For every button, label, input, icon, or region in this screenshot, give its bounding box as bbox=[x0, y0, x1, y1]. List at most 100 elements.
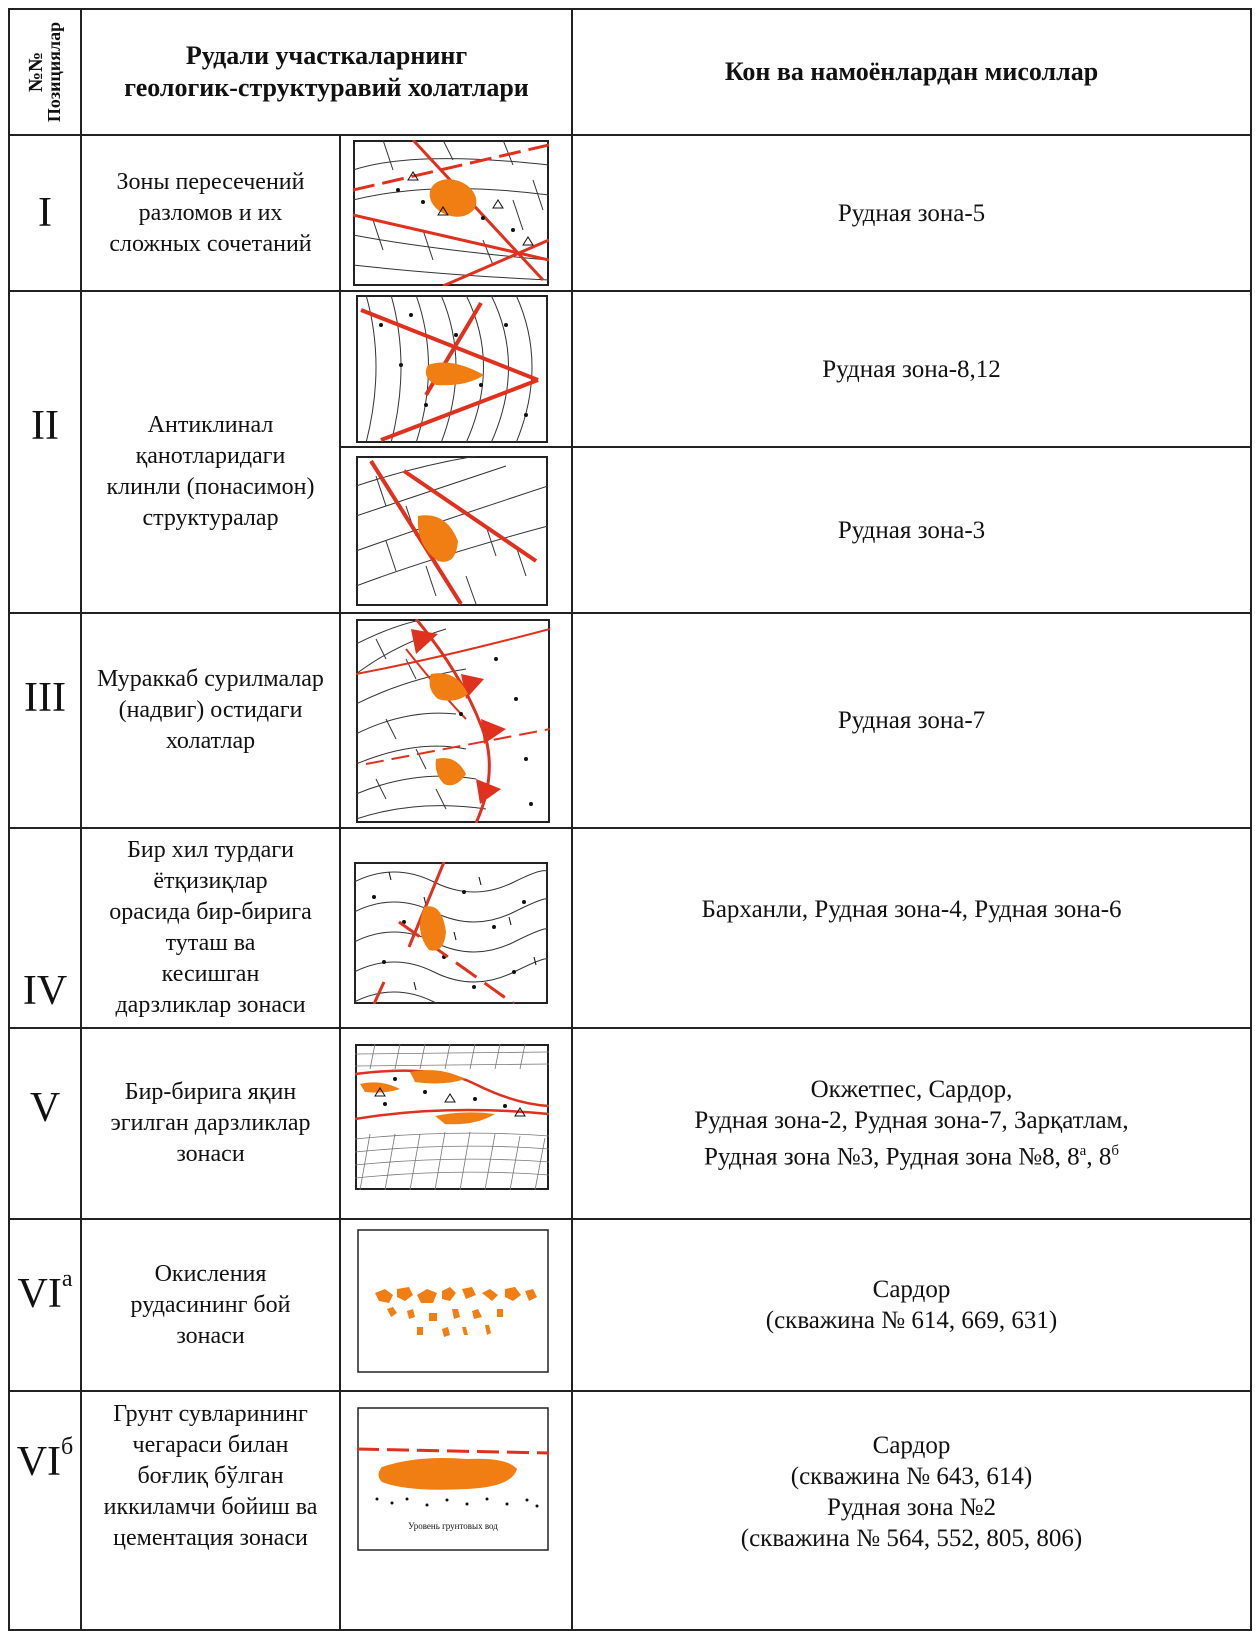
desc-line: (надвиг) остидаги bbox=[118, 697, 303, 723]
diagram-fault-intersection bbox=[353, 140, 549, 286]
header-desc-line1: Рудали участкаларнинг bbox=[185, 41, 468, 70]
description-cell: Мураккаб сурилмалар (надвиг) остидаги хо… bbox=[82, 614, 339, 827]
example-cell: Сардор (скважина № 643, 614) Рудная зона… bbox=[573, 1392, 1250, 1592]
example-line: (скважина № 614, 669, 631) bbox=[765, 1307, 1058, 1334]
example-line: Сардор bbox=[872, 1432, 951, 1459]
desc-line: клинли (понасимон) bbox=[106, 474, 315, 500]
description-cell: Грунт сувларининг чегараси билан боғлиқ … bbox=[82, 1392, 339, 1560]
row-divider bbox=[10, 1218, 1250, 1220]
position-label: II bbox=[31, 403, 59, 449]
example-text: Рудная зона-7 bbox=[837, 707, 986, 734]
header-desc-line2: геологик-структуравий холатлари bbox=[124, 73, 529, 102]
position-cell: IV bbox=[10, 829, 80, 1027]
example-cell: Рудная зона-7 bbox=[573, 614, 1250, 827]
row-divider bbox=[339, 446, 1250, 448]
example-line: Сардор bbox=[872, 1276, 951, 1303]
groundwater-label: Уровень грунтовых вод bbox=[408, 1521, 498, 1531]
desc-line: Бир-бирига яқин bbox=[124, 1079, 297, 1105]
example-line-text: Рудная зона №3, Рудная зона №8, 8 bbox=[704, 1143, 1080, 1171]
desc-line: Грунт сувларининг bbox=[113, 1400, 308, 1427]
example-cell: Окжетпес, Сардор, Рудная зона-2, Рудная … bbox=[573, 1029, 1250, 1218]
position-cell: III bbox=[10, 614, 80, 827]
diagram-intersecting-fractures bbox=[354, 862, 548, 1004]
position-cell: VI б bbox=[10, 1392, 80, 1629]
example-cell: Сардор (скважина № 614, 669, 631) bbox=[573, 1220, 1250, 1390]
desc-line: цементация зонаси bbox=[113, 1524, 308, 1551]
desc-line: орасида бир-бирига bbox=[109, 899, 312, 925]
desc-line: эгилган дарзликлар bbox=[110, 1110, 311, 1136]
desc-line: чегараси билан bbox=[132, 1431, 289, 1458]
desc-line: Бир хил турдаги bbox=[127, 837, 294, 863]
row-divider bbox=[10, 827, 1250, 829]
desc-line: зонаси bbox=[176, 1141, 245, 1167]
example-line: Окжетпес, Сардор, bbox=[810, 1076, 1013, 1104]
description-cell: Антиклинал қанотларидаги клинли (понасим… bbox=[82, 292, 339, 612]
superscript-b: б bbox=[1111, 1143, 1119, 1160]
row-divider bbox=[10, 1390, 1250, 1392]
row-divider bbox=[10, 290, 1250, 292]
desc-line: холатлар bbox=[165, 728, 256, 754]
desc-line: Мураккаб сурилмалар bbox=[97, 666, 324, 692]
example-line: (скважина № 643, 614) bbox=[790, 1463, 1033, 1490]
position-cell: VI а bbox=[10, 1220, 80, 1390]
diagram-anticline-wedge-a bbox=[356, 295, 548, 443]
desc-line: зонаси bbox=[176, 1322, 245, 1349]
desc-line: иккиламчи бойиш ва bbox=[103, 1493, 318, 1520]
desc-line: ётқизиқлар bbox=[153, 868, 268, 894]
description-cell: Бир хил турдаги ётқизиқлар орасида бир-б… bbox=[82, 829, 339, 1027]
position-label: III bbox=[24, 675, 66, 721]
row-divider bbox=[10, 612, 1250, 614]
example-line: (скважина № 564, 552, 805, 806) bbox=[740, 1525, 1083, 1552]
desc-line: боғлиқ бўлган bbox=[137, 1462, 284, 1489]
header-number-line2: Позициялар bbox=[44, 21, 64, 123]
example-line-sep: , 8 bbox=[1086, 1143, 1112, 1171]
example-cell: Барханли, Рудная зона-4, Рудная зона-6 bbox=[573, 829, 1250, 989]
example-text: Рудная зона-8,12 bbox=[822, 355, 1001, 383]
header-number-cell: №№ Позициялар bbox=[10, 10, 80, 134]
header-desc-cell: Рудали участкаларнинг геологик-структура… bbox=[82, 10, 571, 134]
desc-line: қанотларидаги bbox=[135, 443, 286, 469]
diagram-anticline-wedge-b bbox=[356, 456, 548, 606]
position-label: IV bbox=[22, 968, 68, 1014]
geology-table: №№ Позициялар Рудали участкаларнинг геол… bbox=[8, 8, 1252, 1631]
position-sup: б bbox=[61, 1434, 74, 1460]
superscript-a: а bbox=[1079, 1143, 1087, 1160]
example-cell: Рудная зона-8,12 bbox=[573, 292, 1250, 446]
desc-line: Зоны пересечений bbox=[116, 168, 305, 195]
example-line: Рудная зона-2, Рудная зона-7, Зарқатлам, bbox=[694, 1107, 1129, 1135]
desc-line: сложных сочетаний bbox=[109, 230, 312, 257]
position-cell: I bbox=[10, 136, 80, 290]
desc-line: дарзликлар зонаси bbox=[115, 992, 306, 1018]
col-divider bbox=[339, 134, 341, 1629]
diagram-curved-fractures bbox=[355, 1044, 549, 1190]
row-divider bbox=[10, 134, 1250, 136]
description-cell: Зоны пересечений разломов и их сложных с… bbox=[82, 136, 339, 290]
header-number-line1: №№ bbox=[25, 51, 47, 93]
diagram-thrust bbox=[356, 619, 550, 823]
description-cell: Бир-бирига яқин эгилган дарзликлар зонас… bbox=[82, 1029, 339, 1218]
description-cell: Окисления рудасининг бой зонаси bbox=[82, 1220, 339, 1390]
example-cell: Рудная зона-5 bbox=[573, 136, 1250, 290]
position-sup: а bbox=[61, 1266, 73, 1292]
diagram-oxidation-zone bbox=[357, 1229, 549, 1373]
header-examples: Кон ва намоёнлардан мисоллар bbox=[724, 57, 1099, 86]
desc-line: кесишган bbox=[161, 961, 260, 987]
example-line: Рудная зона №2 bbox=[826, 1494, 997, 1521]
header-examples-cell: Кон ва намоёнлардан мисоллар bbox=[573, 10, 1250, 134]
position-label: VI bbox=[17, 1271, 62, 1317]
position-cell: V bbox=[10, 1029, 80, 1218]
desc-line: Окисления bbox=[154, 1260, 267, 1287]
desc-line: Антиклинал bbox=[147, 412, 274, 438]
position-cell: II bbox=[10, 292, 80, 612]
example-line: Рудная зона №3, Рудная зона №8, 8а, 8б bbox=[704, 1136, 1119, 1172]
example-cell: Рудная зона-3 bbox=[573, 448, 1250, 612]
row-divider bbox=[10, 1027, 1250, 1029]
example-text: Барханли, Рудная зона-4, Рудная зона-6 bbox=[701, 895, 1122, 923]
col-divider bbox=[571, 10, 573, 1629]
diagram-groundwater-zone: Уровень грунтовых вод bbox=[357, 1407, 549, 1551]
position-label: V bbox=[29, 1085, 61, 1131]
desc-line: туташ ва bbox=[165, 930, 256, 956]
desc-line: рудасининг бой bbox=[130, 1291, 291, 1318]
example-text: Рудная зона-5 bbox=[837, 199, 986, 227]
col-divider bbox=[80, 10, 82, 1629]
